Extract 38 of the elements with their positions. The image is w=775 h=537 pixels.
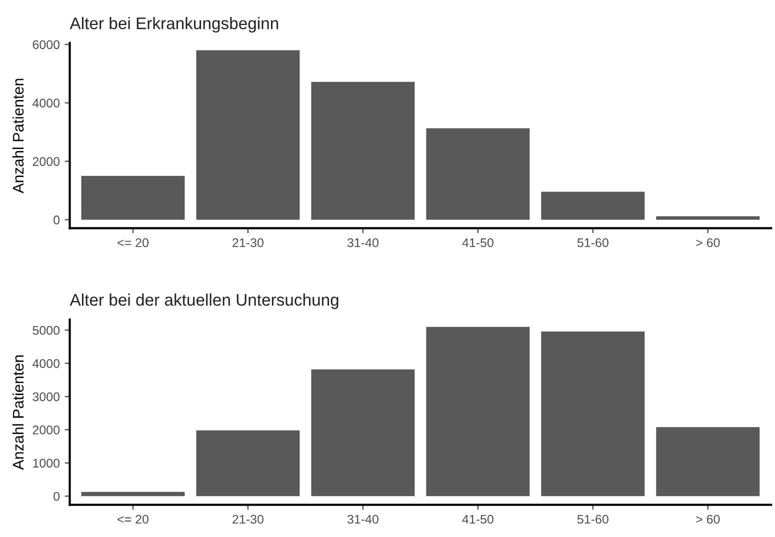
bar [81,492,185,496]
chart-title: Alter bei der aktuellen Untersuchung [70,294,338,310]
y-axis-title: Anzahl Patienten [12,78,24,194]
x-tick-label: 51-60 [577,238,608,248]
x-tick-label: 41-50 [462,238,494,248]
y-tick-label: 2000 [32,157,60,166]
x-tick-label: <= 20 [118,238,148,248]
bar [196,50,300,220]
bar [81,176,185,220]
bar [196,430,300,496]
x-tick-label: > 60 [696,238,720,248]
x-tick-label: <= 20 [118,514,148,524]
y-tick-label: 0 [54,492,60,501]
y-tick-label: 2000 [32,426,60,434]
bar [541,331,645,496]
y-tick-label: 0 [54,216,60,224]
y-tick-label: 4000 [32,98,60,108]
x-tick-label: 41-50 [462,514,494,524]
y-tick-label: 1000 [33,458,60,468]
bar [311,369,415,496]
bar [426,128,530,220]
bar [541,192,645,220]
x-tick-label: 31-40 [347,514,378,524]
x-tick-label: 21-30 [232,514,264,524]
x-tick-label: 21-30 [232,238,264,248]
bar [656,216,760,220]
bar [426,326,530,496]
bar [311,82,415,220]
y-tick-label: 4000 [32,359,60,368]
bar [656,427,760,496]
chart-title: Alter bei Erkrankungsbeginn [70,16,278,33]
x-tick-label: > 60 [696,514,720,524]
x-tick-label: 51-60 [577,514,608,524]
y-tick-label: 6000 [32,40,60,50]
y-tick-label: 3000 [32,392,60,402]
y-tick-label: 5000 [32,326,60,335]
y-axis-title: Anzahl Patienten [12,355,24,470]
x-tick-label: 31-40 [347,238,378,248]
